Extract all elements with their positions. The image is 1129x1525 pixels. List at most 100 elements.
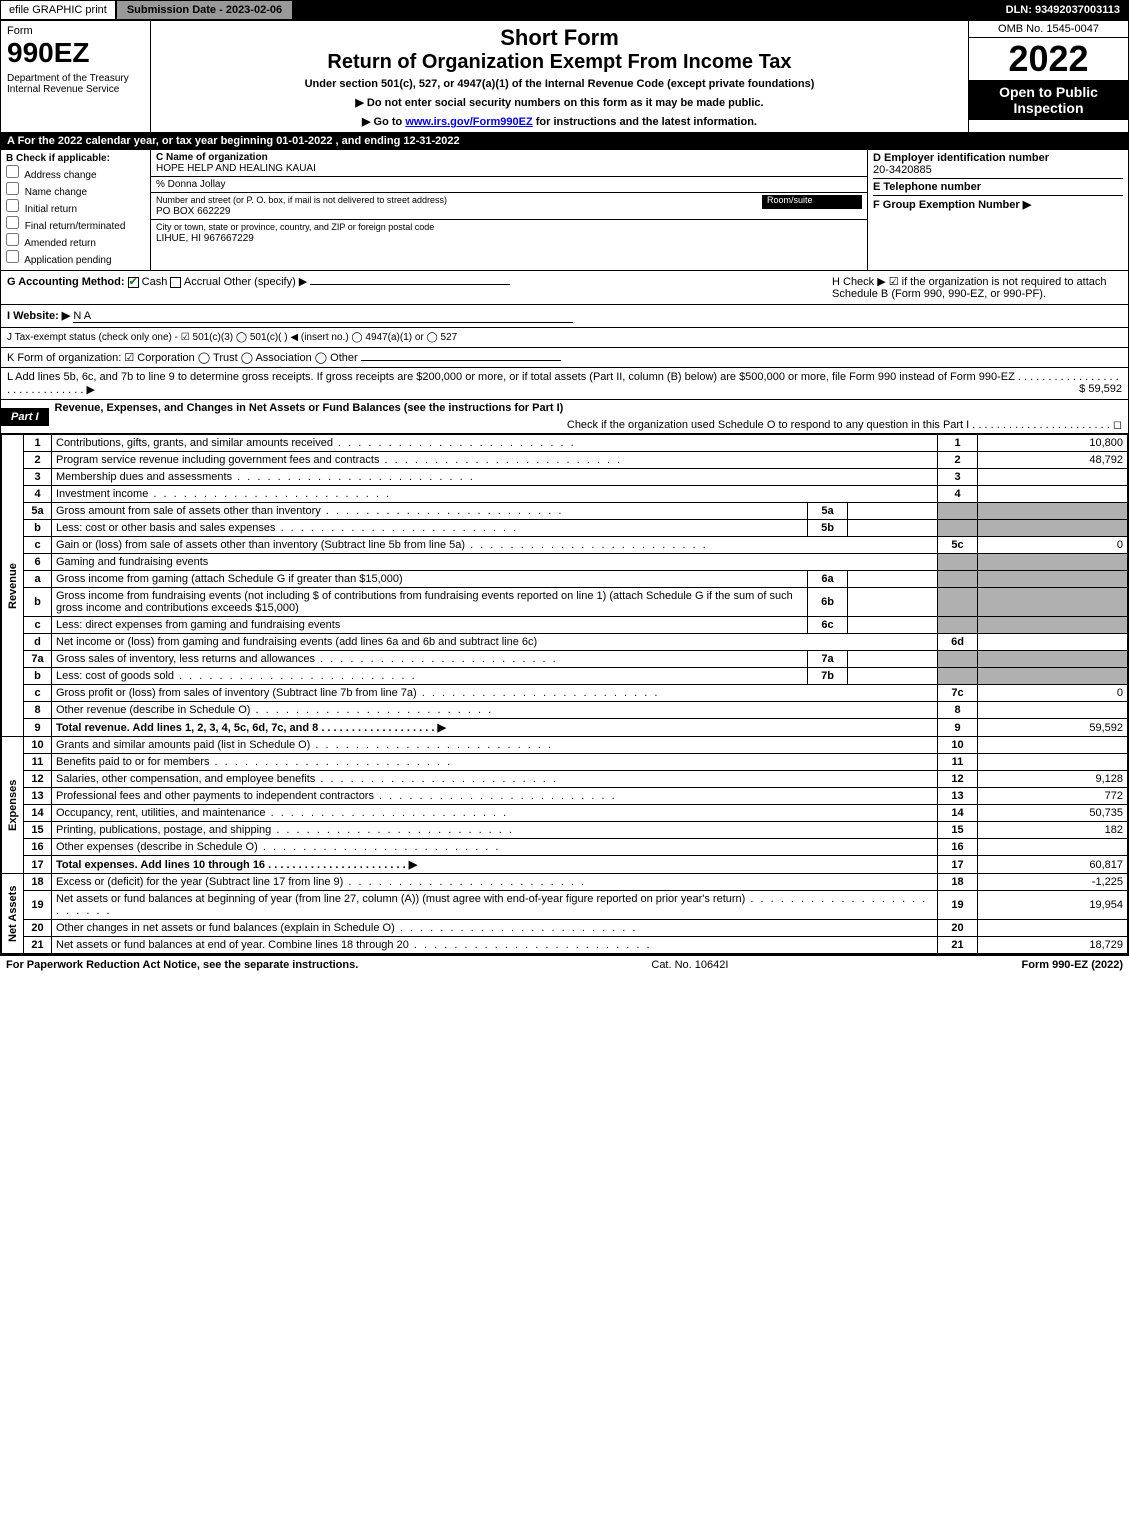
website-value: N A	[73, 310, 573, 323]
line-21: 21 Net assets or fund balances at end of…	[2, 937, 1128, 954]
row-l: L Add lines 5b, 6c, and 7b to line 9 to …	[1, 368, 1128, 400]
ein-value: 20-3420885	[873, 164, 1123, 176]
chk-amended-return[interactable]: Amended return	[6, 233, 145, 249]
val-10	[978, 737, 1128, 754]
address-row: Number and street (or P. O. box, if mail…	[151, 193, 867, 220]
box-b: B Check if applicable: Address change Na…	[1, 150, 151, 270]
line-17: 17 Total expenses. Add lines 10 through …	[2, 856, 1128, 874]
schedule-table: Revenue 1 Contributions, gifts, grants, …	[1, 434, 1128, 954]
row-h: H Check ▶ ☑ if the organization is not r…	[822, 275, 1122, 300]
footer-left: For Paperwork Reduction Act Notice, see …	[6, 959, 358, 971]
line-2: 2 Program service revenue including gove…	[2, 452, 1128, 469]
form-frame: Form 990EZ Department of the Treasury In…	[0, 20, 1129, 955]
part-1-header: Part I Revenue, Expenses, and Changes in…	[1, 400, 1128, 434]
val-7c: 0	[978, 685, 1128, 702]
box-d-e-f: D Employer identification number 20-3420…	[868, 150, 1128, 270]
addr-value: PO BOX 662229	[156, 206, 231, 217]
row-k: K Form of organization: ☑ Corporation ◯ …	[1, 348, 1128, 368]
open-inspection: Open to Public Inspection	[969, 80, 1128, 120]
chk-cash[interactable]	[128, 277, 139, 288]
line-11: 11 Benefits paid to or for members 11	[2, 754, 1128, 771]
dln: DLN: 93492037003113	[998, 1, 1128, 19]
line-6d: d Net income or (loss) from gaming and f…	[2, 634, 1128, 651]
revenue-sidelabel: Revenue	[2, 435, 24, 737]
val-1: 10,800	[978, 435, 1128, 452]
header-left: Form 990EZ Department of the Treasury In…	[1, 21, 151, 132]
line-10: Expenses 10 Grants and similar amounts p…	[2, 737, 1128, 754]
form-label: Form	[7, 25, 144, 37]
line-4: 4 Investment income 4	[2, 486, 1128, 503]
line-18: Net Assets 18 Excess or (deficit) for th…	[2, 874, 1128, 891]
val-18: -1,225	[978, 874, 1128, 891]
chk-application-pending[interactable]: Application pending	[6, 250, 145, 266]
footer: For Paperwork Reduction Act Notice, see …	[0, 955, 1129, 974]
row-j: J Tax-exempt status (check only one) - ☑…	[1, 328, 1128, 348]
part-1-check: Check if the organization used Schedule …	[49, 416, 1128, 433]
box-c-label: C Name of organization	[156, 152, 268, 163]
ein-label: D Employer identification number	[873, 152, 1123, 164]
line-5a: 5a Gross amount from sale of assets othe…	[2, 503, 1128, 520]
phone-label: E Telephone number	[873, 181, 981, 193]
city-row: City or town, state or province, country…	[151, 220, 867, 246]
line-12: 12 Salaries, other compensation, and emp…	[2, 771, 1128, 788]
form-header: Form 990EZ Department of the Treasury In…	[1, 21, 1128, 133]
line-7a: 7a Gross sales of inventory, less return…	[2, 651, 1128, 668]
line-19: 19 Net assets or fund balances at beginn…	[2, 891, 1128, 920]
chk-final-return[interactable]: Final return/terminated	[6, 216, 145, 232]
form-subtitle: Under section 501(c), 527, or 4947(a)(1)…	[157, 78, 962, 90]
val-12: 9,128	[978, 771, 1128, 788]
val-4	[978, 486, 1128, 503]
form-of-org: K Form of organization: ☑ Corporation ◯ …	[7, 352, 358, 364]
val-14: 50,735	[978, 805, 1128, 822]
row-g-h: G Accounting Method: Cash Accrual Other …	[1, 271, 1128, 305]
omb-number: OMB No. 1545-0047	[969, 21, 1128, 38]
org-name: HOPE HELP AND HEALING KAUAI	[156, 163, 316, 174]
line-7c: c Gross profit or (loss) from sales of i…	[2, 685, 1128, 702]
tax-exempt-status: J Tax-exempt status (check only one) - ☑…	[7, 332, 457, 343]
line-7b: b Less: cost of goods sold 7b	[2, 668, 1128, 685]
gross-receipts: $ 59,592	[1079, 383, 1122, 395]
val-17: 60,817	[978, 856, 1128, 874]
ssn-note: ▶ Do not enter social security numbers o…	[157, 96, 962, 109]
efile-label: efile GRAPHIC print	[1, 1, 117, 19]
chk-address-change[interactable]: Address change	[6, 165, 145, 181]
line-6: 6 Gaming and fundraising events	[2, 554, 1128, 571]
netassets-sidelabel: Net Assets	[2, 874, 24, 954]
part-1-title: Revenue, Expenses, and Changes in Net As…	[49, 400, 1128, 416]
line-9: 9 Total revenue. Add lines 1, 2, 3, 4, 5…	[2, 719, 1128, 737]
line-15: 15 Printing, publications, postage, and …	[2, 822, 1128, 839]
val-8	[978, 702, 1128, 719]
room-suite-label: Room/suite	[762, 195, 862, 209]
footer-center: Cat. No. 10642I	[651, 959, 728, 971]
goto-note: ▶ Go to www.irs.gov/Form990EZ for instru…	[157, 115, 962, 128]
line-6b: b Gross income from fundraising events (…	[2, 588, 1128, 617]
header-right: OMB No. 1545-0047 2022 Open to Public In…	[968, 21, 1128, 132]
row-i: I Website: ▶ N A	[1, 305, 1128, 328]
box-c: C Name of organization HOPE HELP AND HEA…	[151, 150, 868, 270]
val-6d	[978, 634, 1128, 651]
expenses-sidelabel: Expenses	[2, 737, 24, 874]
header-center: Short Form Return of Organization Exempt…	[151, 21, 968, 132]
line-20: 20 Other changes in net assets or fund b…	[2, 920, 1128, 937]
accounting-label: G Accounting Method:	[7, 276, 125, 288]
val-11	[978, 754, 1128, 771]
chk-name-change[interactable]: Name change	[6, 182, 145, 198]
addr-label: Number and street (or P. O. box, if mail…	[156, 195, 447, 205]
line-3: 3 Membership dues and assessments 3	[2, 469, 1128, 486]
other-org-input[interactable]	[361, 360, 561, 361]
val-2: 48,792	[978, 452, 1128, 469]
footer-right: Form 990-EZ (2022)	[1022, 959, 1123, 971]
chk-initial-return[interactable]: Initial return	[6, 199, 145, 215]
tax-year: 2022	[969, 38, 1128, 80]
line-13: 13 Professional fees and other payments …	[2, 788, 1128, 805]
val-19: 19,954	[978, 891, 1128, 920]
org-name-row: C Name of organization HOPE HELP AND HEA…	[151, 150, 867, 177]
other-specify-input[interactable]	[310, 284, 510, 285]
line-14: 14 Occupancy, rent, utilities, and maint…	[2, 805, 1128, 822]
chk-accrual[interactable]	[170, 277, 181, 288]
line-16: 16 Other expenses (describe in Schedule …	[2, 839, 1128, 856]
irs-link[interactable]: www.irs.gov/Form990EZ	[405, 116, 532, 128]
line-5c: c Gain or (loss) from sale of assets oth…	[2, 537, 1128, 554]
val-15: 182	[978, 822, 1128, 839]
section-a: A For the 2022 calendar year, or tax yea…	[1, 133, 1128, 150]
